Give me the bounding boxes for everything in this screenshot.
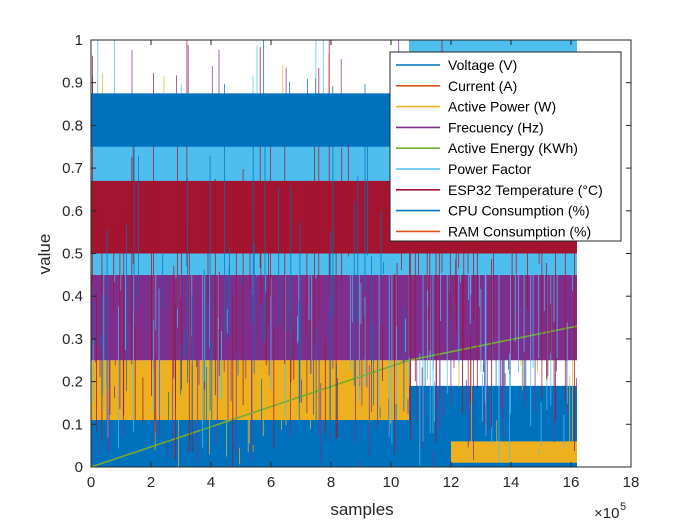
x-exponent-power: 5 bbox=[620, 501, 626, 513]
x-tick-label-8: 16 bbox=[563, 474, 580, 491]
legend-entry-6: Power Factor bbox=[448, 161, 532, 177]
series-4-band-1 bbox=[91, 274, 577, 361]
legend-entry-2: Current (A) bbox=[448, 78, 517, 94]
series-3-band-2 bbox=[451, 441, 577, 463]
x-tick-label-1: 2 bbox=[147, 474, 155, 491]
series-8-spikes-1 bbox=[93, 83, 405, 467]
y-tick-label-6: 0.6 bbox=[62, 203, 83, 220]
x-tick-label-6: 12 bbox=[443, 474, 460, 491]
x-tick-label-9: 18 bbox=[623, 474, 640, 491]
axes: 0 2 4 6 8 10 12 14 16 18 0 0.1 0.2 0.3 0.4 0.5 0.6 0.7 0.8… bbox=[62, 32, 639, 491]
x-axis-label: samples bbox=[330, 500, 393, 519]
x-tick-label-5: 10 bbox=[383, 474, 400, 491]
y-tick-label-10: 1 bbox=[75, 32, 83, 49]
x-exponent-base: ×10 bbox=[594, 505, 619, 522]
legend: Voltage (V) Current (A) Active Power (W) Fr… bbox=[389, 51, 622, 242]
x-tick-label-4: 8 bbox=[327, 474, 335, 491]
legend-entry-5: Active Energy (KWh) bbox=[448, 140, 578, 156]
legend-entry-3: Active Power (W) bbox=[448, 99, 556, 115]
y-tick-label-0: 0 bbox=[75, 459, 83, 476]
legend-box bbox=[389, 51, 622, 242]
x-tick-label-7: 14 bbox=[503, 474, 520, 491]
legend-entry-4: Frecuency (Hz) bbox=[448, 119, 544, 135]
y-tick-label-8: 0.8 bbox=[62, 117, 83, 134]
legend-entry-1: Voltage (V) bbox=[448, 57, 517, 73]
x-tick-label-2: 4 bbox=[207, 474, 215, 491]
series-1-band-1 bbox=[91, 415, 409, 467]
y-tick-label-5: 0.5 bbox=[62, 246, 83, 263]
series-8-band-1 bbox=[91, 93, 409, 147]
legend-entry-7: ESP32 Temperature (°C) bbox=[448, 182, 603, 198]
series-1-trend bbox=[90, 423, 578, 460]
legend-entry-9: RAM Consumption (%) bbox=[448, 223, 591, 239]
y-tick-label-4: 0.4 bbox=[62, 288, 83, 305]
y-tick-label-7: 0.7 bbox=[62, 160, 83, 177]
x-tick-label-3: 6 bbox=[267, 474, 275, 491]
y-tick-label-2: 0.2 bbox=[62, 374, 83, 391]
y-tick-label-9: 0.9 bbox=[62, 75, 83, 92]
legend-entry-8: CPU Consumption (%) bbox=[448, 203, 590, 219]
series-8 bbox=[91, 83, 409, 467]
x-tick-label-0: 0 bbox=[87, 474, 95, 491]
y-axis-label: value bbox=[35, 234, 54, 275]
series-3-band-1 bbox=[91, 360, 409, 421]
y-tick-label-3: 0.3 bbox=[62, 331, 83, 348]
x-exponent-label: ×10 5 bbox=[594, 501, 626, 522]
y-tick-label-1: 0.1 bbox=[62, 416, 83, 433]
